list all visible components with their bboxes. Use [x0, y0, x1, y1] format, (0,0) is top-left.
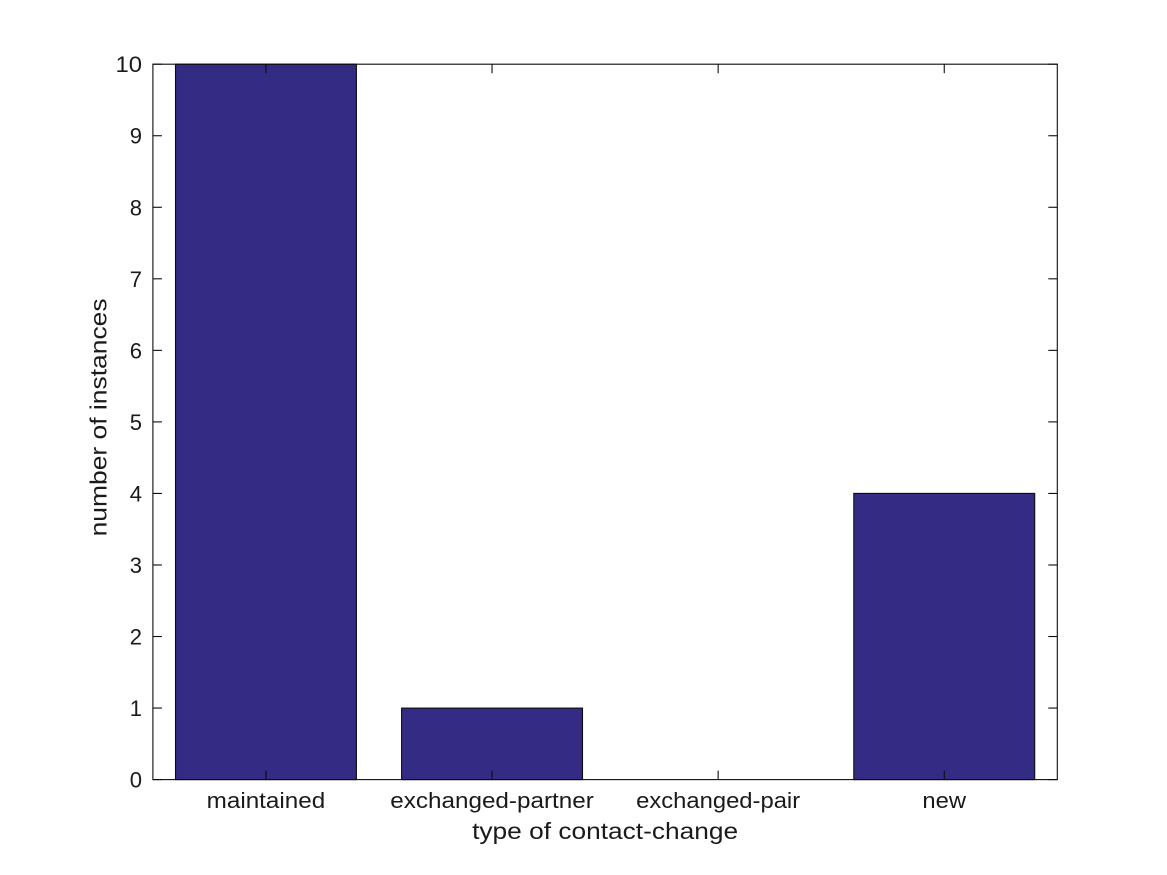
svg-text:1: 1 — [130, 696, 142, 721]
svg-text:0: 0 — [130, 768, 142, 793]
svg-text:maintained: maintained — [207, 788, 326, 813]
svg-text:exchanged-pair: exchanged-pair — [636, 788, 800, 813]
svg-text:7: 7 — [130, 267, 142, 292]
svg-text:10: 10 — [116, 52, 143, 77]
svg-text:number of instances: number of instances — [86, 298, 112, 536]
svg-text:8: 8 — [130, 195, 142, 220]
svg-text:5: 5 — [130, 410, 142, 435]
svg-text:type of contact-change: type of contact-change — [472, 818, 738, 844]
svg-text:9: 9 — [130, 124, 142, 149]
svg-text:4: 4 — [130, 481, 142, 506]
svg-text:2: 2 — [130, 625, 142, 650]
svg-text:6: 6 — [130, 338, 142, 363]
svg-text:3: 3 — [130, 553, 142, 578]
svg-text:new: new — [922, 788, 966, 813]
svg-text:exchanged-partner: exchanged-partner — [390, 788, 594, 813]
